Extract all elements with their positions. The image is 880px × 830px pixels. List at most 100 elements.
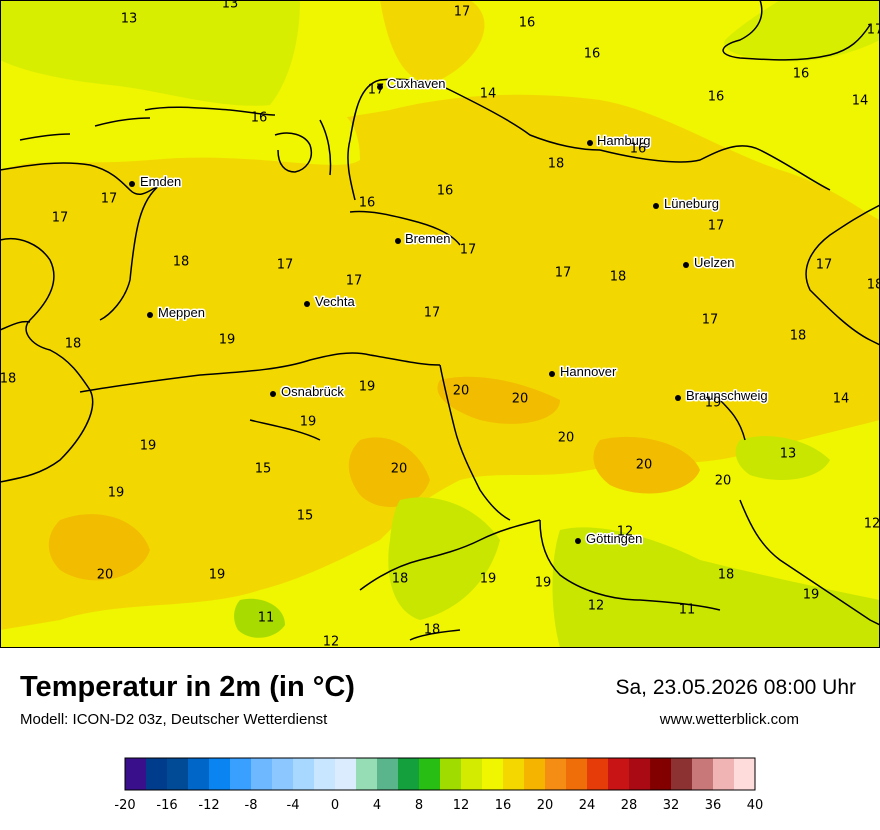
legend-swatch bbox=[419, 758, 441, 790]
city-braunschweig[interactable]: Braunschweig bbox=[675, 387, 769, 405]
website-link[interactable]: www.wetterblick.com bbox=[659, 711, 799, 728]
legend-tick-label: 32 bbox=[663, 798, 680, 813]
temp-label: 17 bbox=[708, 219, 725, 234]
temp-label: 16 bbox=[793, 67, 810, 82]
legend-swatches bbox=[124, 757, 756, 791]
temp-label: 19 bbox=[480, 572, 497, 587]
svg-text:Osnabrück: Osnabrück bbox=[281, 384, 344, 399]
temp-area-18b bbox=[380, 0, 485, 82]
temp-label: 16 bbox=[584, 47, 601, 62]
legend-swatch bbox=[503, 758, 525, 790]
temp-label: 13 bbox=[780, 447, 797, 462]
legend-tick-label: 24 bbox=[579, 798, 596, 813]
city-vechta[interactable]: Vechta bbox=[304, 293, 357, 311]
svg-text:Göttingen: Göttingen bbox=[586, 531, 642, 546]
temp-label: 17 bbox=[867, 23, 880, 38]
temp-area-20c bbox=[48, 514, 150, 581]
legend-tick-label: 4 bbox=[373, 798, 381, 813]
temp-label: 13 bbox=[121, 12, 138, 27]
temp-label: 19 bbox=[108, 486, 125, 501]
temp-label: 17 bbox=[101, 192, 118, 207]
legend-swatch bbox=[713, 758, 735, 790]
temp-label: 16 bbox=[708, 90, 725, 105]
legend-swatch bbox=[167, 758, 189, 790]
city-hannover[interactable]: Hannover bbox=[549, 363, 619, 381]
svg-text:Hamburg: Hamburg bbox=[597, 133, 650, 148]
cities: Cuxhaven Hamburg Emden Lüneburg Bremen U… bbox=[129, 75, 769, 548]
model-info: Modell: ICON-D2 03z, Deutscher Wetterdie… bbox=[20, 711, 328, 728]
temp-label: 19 bbox=[359, 380, 376, 395]
legend-swatch bbox=[377, 758, 399, 790]
temp-label: 17 bbox=[424, 306, 441, 321]
legend-swatch bbox=[545, 758, 567, 790]
map-title: Temperatur in 2m (in °C) bbox=[20, 671, 355, 703]
temp-label: 18 bbox=[424, 623, 441, 638]
temp-label: 20 bbox=[512, 392, 529, 407]
temp-area-16-coast bbox=[0, 60, 360, 165]
legend-tick-label: -20 bbox=[114, 798, 135, 813]
svg-text:Braunschweig: Braunschweig bbox=[686, 388, 768, 403]
legend-swatch bbox=[398, 758, 420, 790]
svg-text:Bremen: Bremen bbox=[405, 231, 451, 246]
city-lueneburg[interactable]: Lüneburg bbox=[653, 195, 720, 213]
temp-label: 12 bbox=[864, 517, 880, 532]
temp-area-13-sea bbox=[0, 0, 300, 106]
temp-label: 16 bbox=[519, 16, 536, 31]
temp-label: 12 bbox=[588, 599, 605, 614]
temp-area-12-hills2 bbox=[552, 527, 880, 648]
legend-swatch bbox=[650, 758, 672, 790]
city-meppen[interactable]: Meppen bbox=[147, 304, 206, 322]
temp-label: 19 bbox=[705, 396, 722, 411]
legend-swatch bbox=[629, 758, 651, 790]
legend-swatch bbox=[608, 758, 630, 790]
temp-label: 17 bbox=[702, 313, 719, 328]
temp-label: 16 bbox=[359, 196, 376, 211]
city-bremen[interactable]: Bremen bbox=[395, 230, 452, 248]
legend-ticks: -20 -16 -12 -8 -4 0 4 8 12 16 20 24 28 32 36 40 bbox=[114, 798, 763, 813]
temp-label: 18 bbox=[65, 337, 82, 352]
city-emden[interactable]: Emden bbox=[129, 173, 183, 191]
temp-label: 18 bbox=[867, 278, 880, 293]
temp-label: 19 bbox=[209, 568, 226, 583]
temp-label: 19 bbox=[300, 415, 317, 430]
temp-label: 11 bbox=[679, 603, 696, 618]
legend-tick-label: 12 bbox=[453, 798, 470, 813]
legend-swatch bbox=[230, 758, 252, 790]
legend-tick-label: 16 bbox=[495, 798, 512, 813]
city-uelzen[interactable]: Uelzen bbox=[683, 254, 736, 272]
legend-swatch bbox=[671, 758, 693, 790]
legend-tick-label: -16 bbox=[156, 798, 177, 813]
legend-tick-label: 28 bbox=[621, 798, 638, 813]
legend-swatch bbox=[146, 758, 168, 790]
legend-swatch bbox=[734, 758, 756, 790]
temp-label: 14 bbox=[852, 94, 869, 109]
city-hamburg[interactable]: Hamburg bbox=[587, 132, 652, 150]
legend-swatch bbox=[566, 758, 588, 790]
color-legend: -20 -16 -12 -8 -4 0 4 8 12 16 20 24 28 32 36 40 bbox=[114, 757, 763, 813]
temp-label: 20 bbox=[453, 384, 470, 399]
temp-label: 12 bbox=[617, 525, 634, 540]
legend-swatch bbox=[125, 758, 147, 790]
legend-swatch bbox=[293, 758, 315, 790]
city-cuxhaven[interactable]: Cuxhaven bbox=[377, 75, 447, 93]
temp-label: 17 bbox=[277, 258, 294, 273]
legend-swatch bbox=[314, 758, 336, 790]
temp-label: 18 bbox=[548, 157, 565, 172]
temp-label: 13 bbox=[222, 0, 239, 12]
temp-label: 17 bbox=[368, 83, 385, 98]
temp-label: 18 bbox=[392, 572, 409, 587]
temperature-map[interactable]: Cuxhaven Hamburg Emden Lüneburg Bremen U… bbox=[0, 0, 880, 648]
forecast-datetime: Sa, 23.05.2026 08:00 Uhr bbox=[615, 676, 856, 699]
legend-swatch bbox=[440, 758, 462, 790]
legend-swatch bbox=[692, 758, 714, 790]
temp-label: 19 bbox=[219, 333, 236, 348]
city-osnabrueck[interactable]: Osnabrück bbox=[270, 383, 346, 401]
city-goettingen[interactable]: Göttingen bbox=[575, 530, 644, 548]
svg-text:Uelzen: Uelzen bbox=[694, 255, 734, 270]
temp-area-18 bbox=[0, 94, 880, 630]
legend-swatch bbox=[461, 758, 483, 790]
temp-label: 11 bbox=[258, 611, 275, 626]
temp-label: 17 bbox=[52, 211, 69, 226]
temp-label: 14 bbox=[833, 392, 850, 407]
temp-label: 20 bbox=[636, 458, 653, 473]
